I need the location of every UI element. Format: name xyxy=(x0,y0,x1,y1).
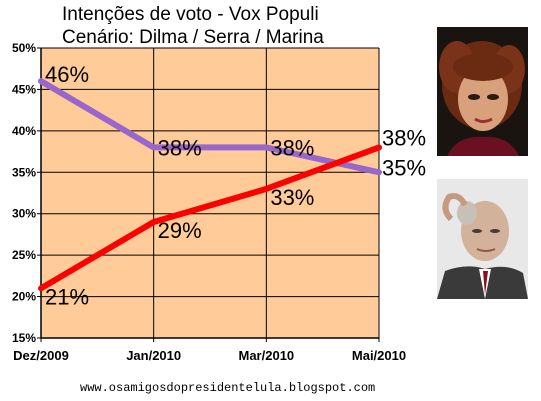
y-tick-label: 50% xyxy=(12,41,36,55)
woman-portrait-icon xyxy=(437,27,528,156)
data-label: 38% xyxy=(382,125,426,150)
y-axis-ticks: 15% 20% 25% 30% 35% 40% 45% 50% xyxy=(12,41,41,345)
data-label: 21% xyxy=(45,284,89,309)
y-tick-label: 40% xyxy=(12,124,36,138)
y-tick-label: 45% xyxy=(12,82,36,96)
chart-title: Intenções de voto - Vox Populi xyxy=(62,4,319,25)
chart-subtitle: Cenário: Dilma / Serra / Marina xyxy=(62,27,324,48)
data-label: 33% xyxy=(270,185,314,210)
x-axis-ticks: Dez/2009 Jan/2010 Mar/2010 Mai/2010 xyxy=(13,338,406,363)
plot-area xyxy=(41,48,379,338)
x-tick-label: Jan/2010 xyxy=(126,348,181,363)
portrait-photo-1 xyxy=(437,27,528,156)
series-line-1 xyxy=(38,78,382,176)
y-tick-label: 20% xyxy=(12,290,36,304)
data-labels: 46% 38% 38% 35% 21% 29% 33% 38% xyxy=(45,62,426,309)
y-tick-label: 35% xyxy=(12,165,36,179)
y-tick-label: 25% xyxy=(12,248,36,262)
footer-url: www.osamigosdopresidentelula.blogspot.co… xyxy=(80,381,375,395)
y-tick-label: 30% xyxy=(12,207,36,221)
data-label: 35% xyxy=(382,155,426,180)
x-tick-label: Mai/2010 xyxy=(352,348,406,363)
x-tick-label: Dez/2009 xyxy=(13,348,69,363)
y-tick-label: 15% xyxy=(12,331,36,345)
data-label: 29% xyxy=(158,218,202,243)
series-line-2 xyxy=(38,144,382,292)
data-label: 38% xyxy=(158,135,202,160)
portrait-photo-2 xyxy=(437,179,528,299)
series xyxy=(38,78,382,292)
data-label: 46% xyxy=(45,62,89,87)
gridlines xyxy=(40,47,380,339)
man-portrait-icon xyxy=(437,179,528,299)
data-label: 38% xyxy=(270,135,314,160)
x-tick-label: Mar/2010 xyxy=(239,348,295,363)
